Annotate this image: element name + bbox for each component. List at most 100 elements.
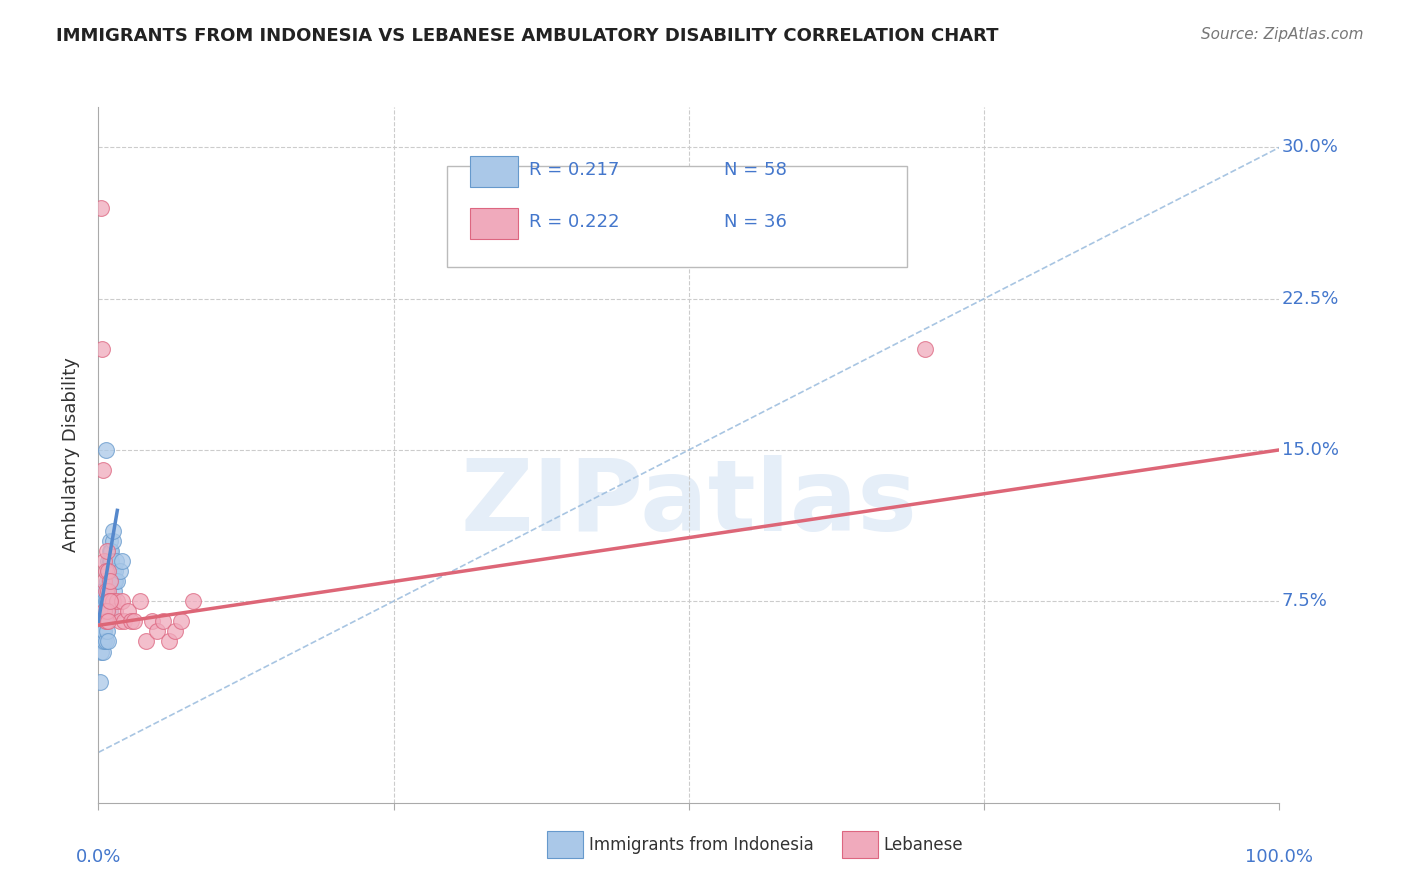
Bar — [842, 830, 877, 858]
Point — [96, 594, 118, 608]
Point — [914, 342, 936, 356]
Point — [91, 584, 114, 599]
Point — [91, 624, 114, 639]
Point — [96, 543, 118, 558]
Point — [91, 342, 114, 356]
Point — [97, 615, 120, 629]
Point — [96, 584, 118, 599]
Point — [91, 463, 114, 477]
Point — [98, 574, 121, 588]
Point — [93, 574, 115, 588]
Point — [94, 584, 117, 599]
Point — [97, 564, 120, 578]
Point — [108, 615, 131, 629]
Point — [97, 584, 120, 599]
Point — [93, 604, 115, 618]
Point — [100, 543, 122, 558]
Point — [97, 554, 120, 568]
Point — [98, 574, 121, 588]
Point — [90, 604, 112, 618]
Y-axis label: Ambulatory Disability: Ambulatory Disability — [62, 358, 80, 552]
Point — [98, 543, 121, 558]
Point — [105, 574, 128, 588]
Point — [93, 604, 115, 618]
Point — [94, 564, 117, 578]
Point — [91, 634, 114, 648]
Point — [152, 615, 174, 629]
Point — [100, 574, 122, 588]
Point — [108, 564, 131, 578]
Point — [94, 615, 117, 629]
Point — [122, 615, 145, 629]
Text: ZIPatlas: ZIPatlas — [461, 455, 917, 552]
Point — [91, 584, 114, 599]
Point — [90, 594, 112, 608]
Point — [98, 594, 121, 608]
Point — [91, 634, 114, 648]
Point — [111, 594, 134, 608]
Text: N = 58: N = 58 — [724, 161, 787, 178]
Point — [97, 564, 120, 578]
Text: Immigrants from Indonesia: Immigrants from Indonesia — [589, 836, 813, 854]
Text: 7.5%: 7.5% — [1282, 592, 1327, 610]
Point — [91, 624, 114, 639]
Point — [104, 574, 127, 588]
Point — [98, 554, 121, 568]
Point — [90, 615, 112, 629]
Point — [104, 564, 127, 578]
Point — [101, 594, 124, 608]
FancyBboxPatch shape — [447, 166, 907, 267]
Point — [170, 615, 193, 629]
Point — [96, 615, 118, 629]
Point — [98, 594, 121, 608]
Point — [97, 634, 120, 648]
Point — [98, 533, 121, 548]
Point — [94, 634, 117, 648]
Point — [165, 624, 187, 639]
Point — [90, 644, 112, 658]
Point — [98, 604, 121, 618]
Bar — [471, 156, 517, 187]
Point — [103, 584, 125, 599]
Point — [94, 615, 117, 629]
Point — [89, 674, 111, 689]
Point — [91, 615, 114, 629]
Point — [128, 594, 150, 608]
Point — [94, 594, 117, 608]
Text: 100.0%: 100.0% — [1246, 848, 1313, 866]
Point — [101, 524, 124, 538]
Point — [91, 644, 114, 658]
Point — [97, 604, 120, 618]
Text: 0.0%: 0.0% — [76, 848, 121, 866]
Point — [93, 594, 115, 608]
Point — [103, 574, 125, 588]
Point — [91, 615, 114, 629]
Text: 22.5%: 22.5% — [1282, 290, 1339, 308]
Point — [104, 604, 127, 618]
Point — [94, 604, 117, 618]
Text: R = 0.222: R = 0.222 — [530, 213, 620, 231]
Point — [101, 564, 124, 578]
Point — [112, 615, 135, 629]
Point — [111, 554, 134, 568]
Point — [96, 604, 118, 618]
Point — [117, 604, 139, 618]
Point — [157, 634, 180, 648]
Text: R = 0.217: R = 0.217 — [530, 161, 620, 178]
Text: 15.0%: 15.0% — [1282, 441, 1339, 458]
Point — [96, 574, 118, 588]
Point — [181, 594, 204, 608]
Point — [98, 594, 121, 608]
Point — [100, 554, 122, 568]
Point — [105, 554, 128, 568]
Point — [91, 594, 114, 608]
Point — [93, 624, 115, 639]
Text: Lebanese: Lebanese — [884, 836, 963, 854]
Point — [96, 624, 118, 639]
Point — [146, 624, 169, 639]
Point — [101, 533, 124, 548]
Text: IMMIGRANTS FROM INDONESIA VS LEBANESE AMBULATORY DISABILITY CORRELATION CHART: IMMIGRANTS FROM INDONESIA VS LEBANESE AM… — [56, 27, 998, 45]
Bar — [471, 208, 517, 239]
Point — [135, 634, 157, 648]
Point — [98, 564, 121, 578]
